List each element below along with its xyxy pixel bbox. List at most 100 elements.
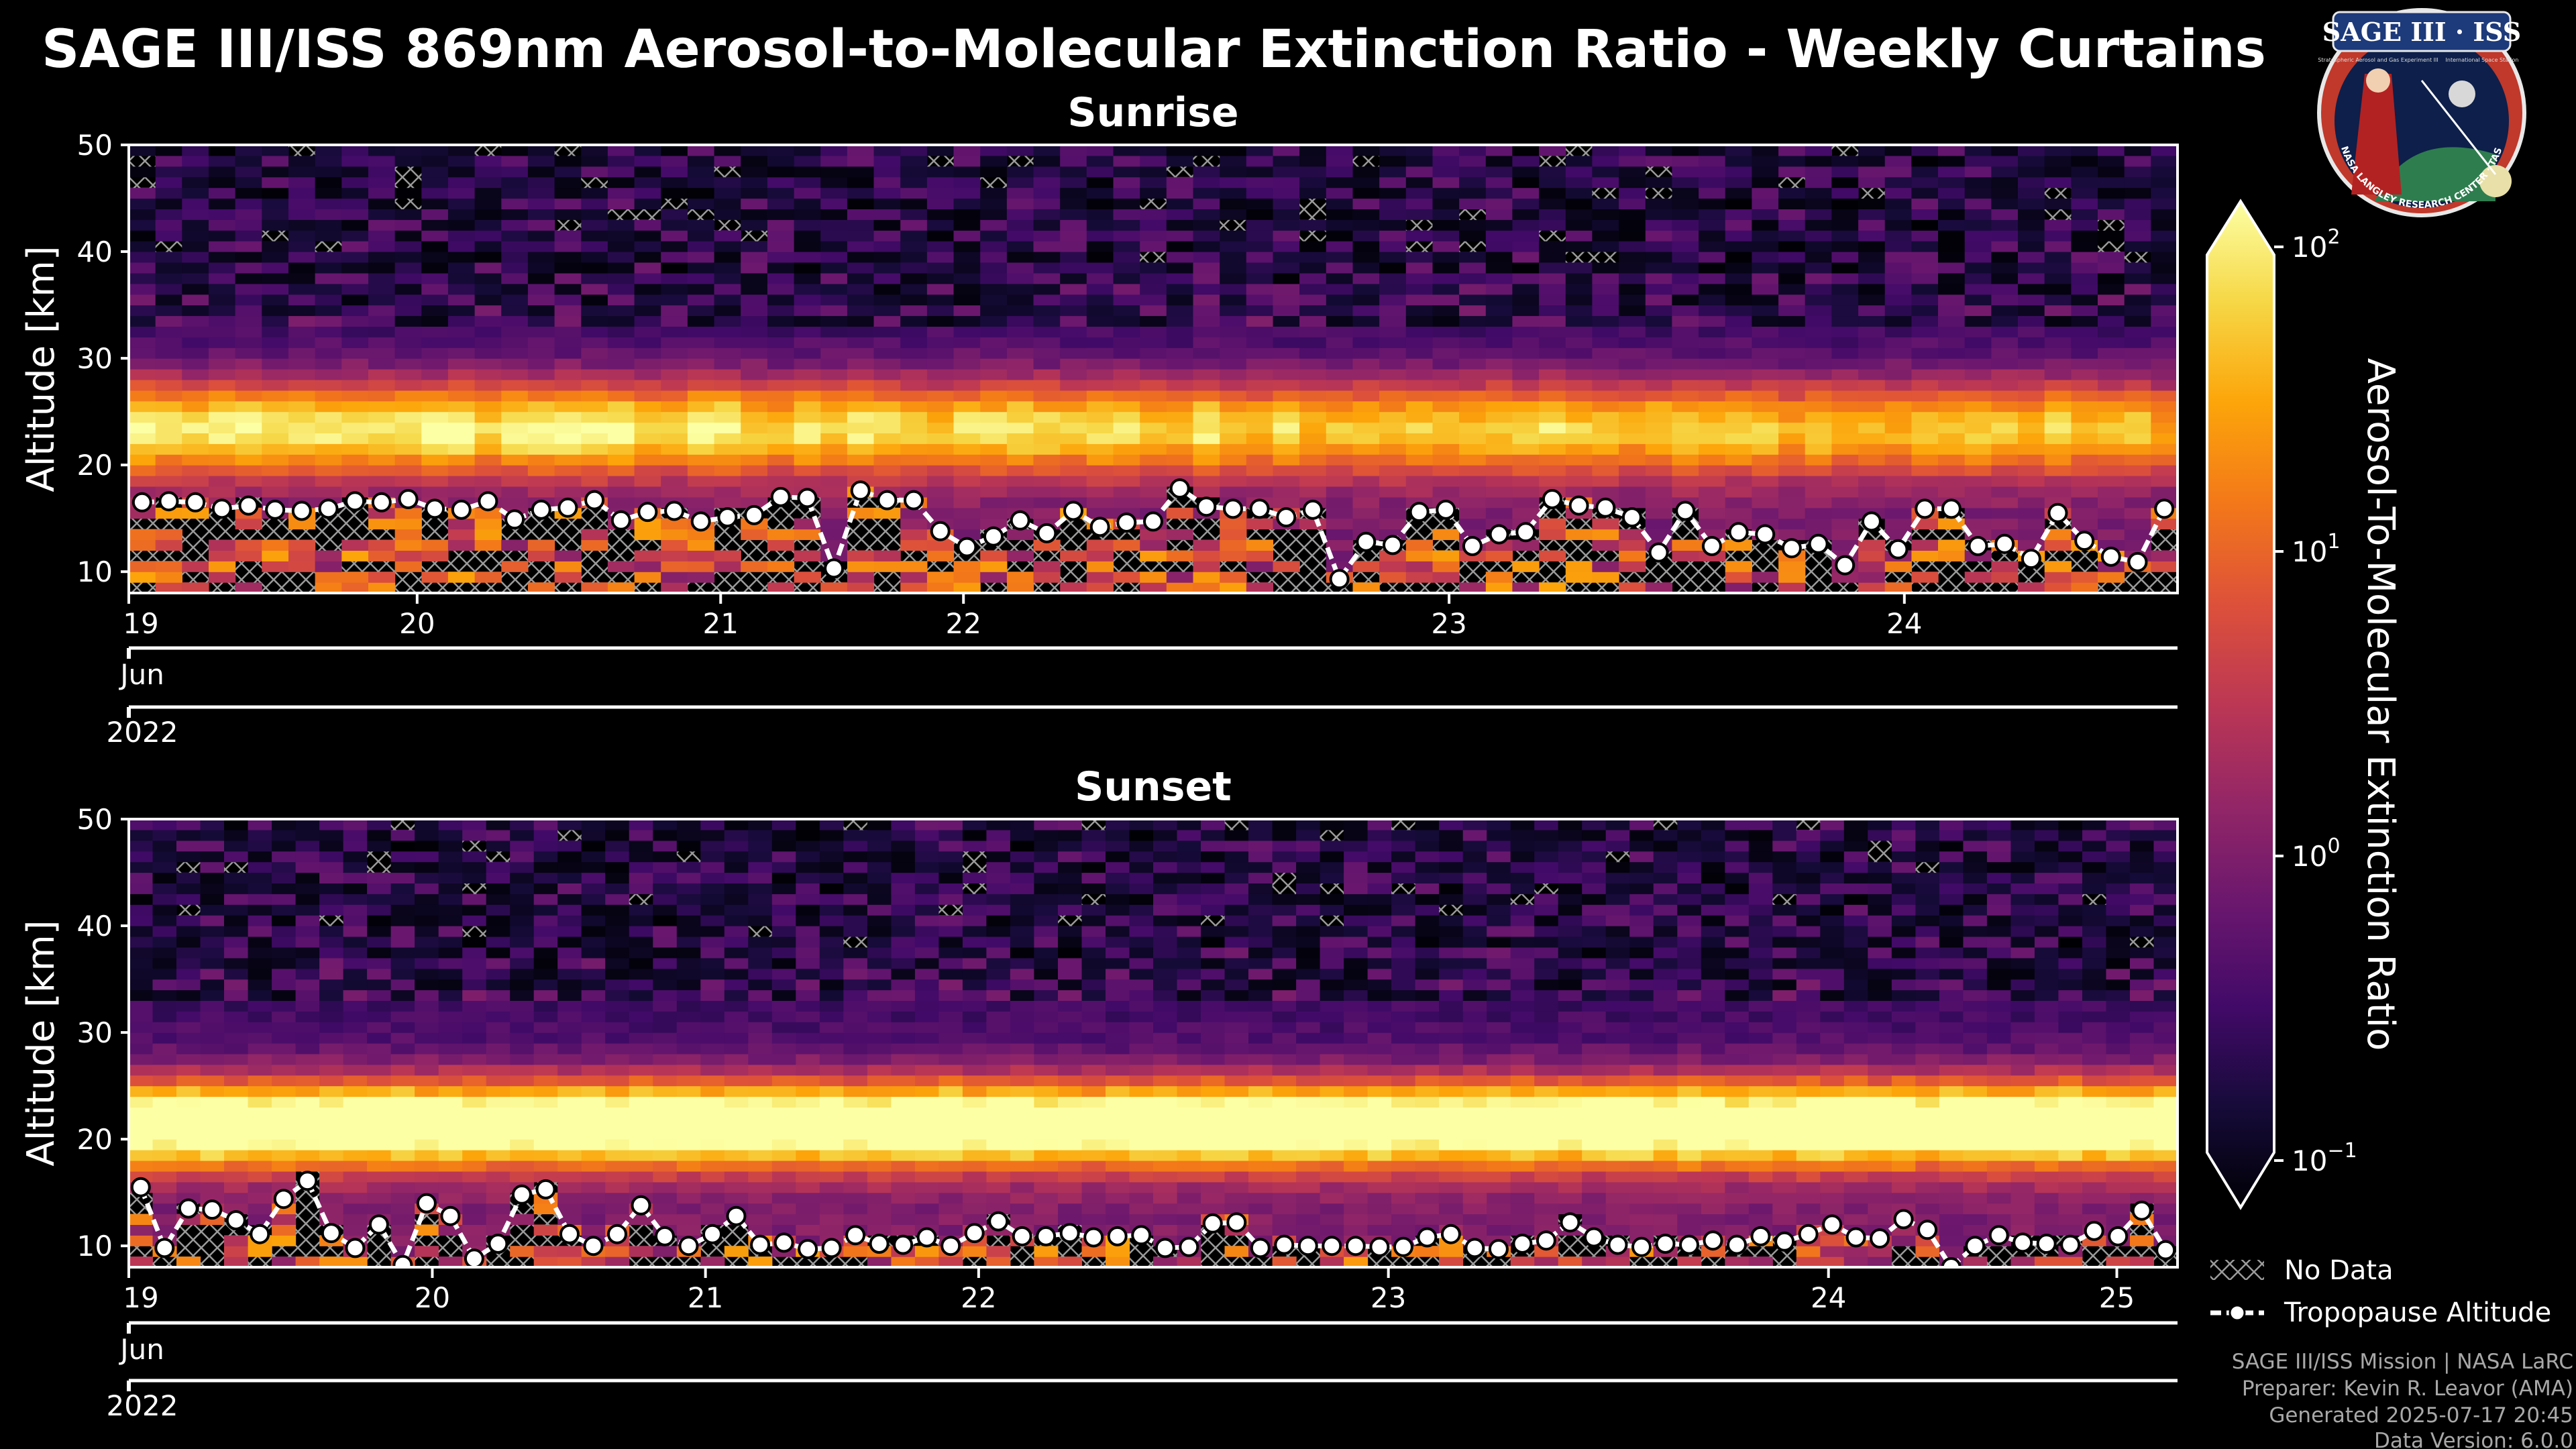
heatmap-cell <box>501 252 529 263</box>
heatmap-cell <box>1405 411 1434 423</box>
tropopause-point <box>2074 531 2095 551</box>
heatmap-cell <box>200 1246 225 1257</box>
heatmap-cell <box>315 422 342 433</box>
heatmap-cell <box>155 529 182 541</box>
heatmap-cell <box>767 550 795 561</box>
heatmap-cell <box>1512 252 1540 263</box>
heatmap-cell <box>1086 326 1114 337</box>
heatmap-cell <box>1086 422 1114 433</box>
heatmap-cell <box>1964 465 1992 476</box>
heatmap-cell <box>288 369 316 380</box>
heatmap-cell <box>394 209 422 220</box>
heatmap-cell <box>1592 187 1619 199</box>
heatmap-cell <box>1299 539 1327 551</box>
heatmap-cell <box>1220 294 1247 306</box>
heatmap-cell <box>1273 496 1300 508</box>
heatmap-cell <box>900 422 928 433</box>
heatmap-cell <box>152 936 177 948</box>
heatmap-cell <box>248 1192 272 1204</box>
heatmap-cell <box>341 443 369 455</box>
heatmap-cell <box>634 369 661 380</box>
heatmap-cell <box>295 861 320 873</box>
heatmap-cell <box>129 1043 154 1055</box>
heatmap-cell <box>1858 155 1886 167</box>
heatmap-cell <box>1033 550 1061 561</box>
heatmap-cell <box>1033 198 1061 209</box>
heatmap-cell <box>155 476 182 487</box>
heatmap-cell <box>2071 347 2098 359</box>
heatmap-cell <box>288 283 316 295</box>
heatmap-cell <box>1140 326 1167 337</box>
heatmap-cell <box>415 989 439 1001</box>
heatmap-cell <box>891 1171 916 1183</box>
heatmap-cell <box>421 476 449 487</box>
heatmap-cell <box>262 465 289 476</box>
heatmap-cell <box>724 883 749 894</box>
heatmap-cell <box>1778 145 1806 156</box>
heatmap-cell <box>1938 187 1966 199</box>
heatmap-cell <box>1273 572 1300 583</box>
tropopause-point <box>717 507 738 528</box>
heatmap-cell <box>176 861 201 873</box>
heatmap-cell <box>1592 379 1619 391</box>
heatmap-cell <box>209 155 236 167</box>
heatmap-cell <box>1193 454 1220 466</box>
heatmap-cell <box>938 1150 963 1161</box>
heatmap-cell <box>319 1064 344 1076</box>
heatmap-cell <box>873 358 901 370</box>
heatmap-cell <box>533 1011 558 1022</box>
heatmap-cell <box>1619 283 1646 295</box>
heatmap-cell <box>415 883 439 894</box>
heatmap-cell <box>248 872 272 883</box>
heatmap-cell <box>2151 294 2178 306</box>
heatmap-cell <box>1113 369 1140 380</box>
heatmap-cell <box>748 819 773 830</box>
heatmap-cell <box>1699 476 1726 487</box>
heatmap-cell <box>926 400 955 413</box>
heatmap-cell <box>557 883 582 894</box>
heatmap-cell <box>235 422 262 433</box>
heatmap-cell <box>1485 326 1513 337</box>
heatmap-cell <box>262 209 289 220</box>
heatmap-cell <box>676 1171 701 1183</box>
heatmap-cell <box>891 1214 916 1225</box>
heatmap-cell <box>843 1118 868 1129</box>
heatmap-cell <box>629 1150 653 1161</box>
heatmap-cell <box>129 411 156 423</box>
heatmap-cell <box>2098 272 2125 284</box>
heatmap-cell <box>980 390 1008 402</box>
heatmap-cell <box>953 411 981 423</box>
heatmap-cell <box>421 209 449 220</box>
heatmap-cell <box>873 187 901 199</box>
heatmap-cell <box>953 252 981 263</box>
heatmap-cell <box>1805 230 1832 241</box>
heatmap-cell <box>962 819 987 830</box>
heatmap-cell <box>820 315 848 327</box>
heatmap-cell <box>1352 283 1380 295</box>
heatmap-cell <box>510 904 535 916</box>
heatmap-cell <box>554 582 582 593</box>
heatmap-cell <box>315 582 342 593</box>
heatmap-cell <box>2044 572 2072 583</box>
heatmap-cell <box>1565 262 1593 274</box>
heatmap-cell <box>1858 294 1886 306</box>
heatmap-cell <box>248 1000 272 1012</box>
heatmap-cell <box>1379 400 1407 413</box>
heatmap-cell <box>262 454 289 466</box>
heatmap-cell <box>1725 198 1752 209</box>
heatmap-cell <box>980 476 1008 487</box>
heatmap-cell <box>1752 155 1779 167</box>
tropopause-point <box>2021 549 2041 570</box>
heatmap-cell <box>1938 198 1966 209</box>
heatmap-cell <box>474 219 502 231</box>
heatmap-cell <box>554 305 582 317</box>
heatmap-cell <box>1805 337 1832 348</box>
heatmap-cell <box>510 926 535 937</box>
heatmap-cell <box>1113 476 1140 487</box>
heatmap-cell <box>1699 443 1726 455</box>
heatmap-cell <box>661 476 688 487</box>
heatmap-cell <box>581 1043 606 1055</box>
heatmap-cell <box>819 1053 844 1065</box>
heatmap-cell <box>1805 166 1832 178</box>
heatmap-cell <box>741 347 768 359</box>
